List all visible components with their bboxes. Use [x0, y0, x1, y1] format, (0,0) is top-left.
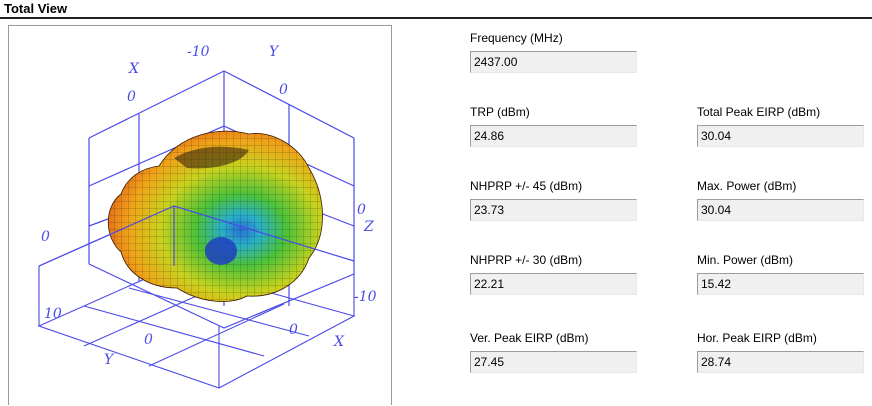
tick-right-0: 0	[357, 202, 366, 218]
hor-peak-eirp-label: Hor. Peak EIRP (dBm)	[697, 331, 817, 345]
max-power-label: Max. Power (dBm)	[697, 179, 797, 193]
tick-bottom-right-10: -10	[354, 289, 377, 305]
frequency-value[interactable]: 2437.00	[470, 51, 637, 73]
tick-bottom-center-0: 0	[144, 332, 153, 348]
trp-group: TRP (dBm) 24.86	[470, 104, 637, 147]
min-power-label: Min. Power (dBm)	[697, 253, 794, 267]
axis-box-front	[38, 205, 355, 267]
hor-peak-eirp-group: Hor. Peak EIRP (dBm) 28.74	[697, 330, 864, 373]
tick-left-0: 0	[41, 229, 50, 245]
nhprp45-label: NHPRP +/- 45 (dBm)	[470, 179, 583, 193]
axis-label-x-top: X	[128, 61, 140, 77]
floor-grid	[37, 205, 356, 389]
axis-label-y-bottom: Y	[104, 352, 115, 368]
min-power-value[interactable]: 15.42	[697, 273, 864, 295]
pattern-3d-plot[interactable]: X Y Z X Y -10 0 0 0 0 10 0 0 -10	[8, 25, 392, 405]
nhprp30-value[interactable]: 22.21	[470, 273, 637, 295]
radiation-surface	[107, 130, 323, 302]
hor-peak-eirp-value[interactable]: 28.74	[697, 351, 864, 373]
axis-label-y-top: Y	[269, 44, 280, 60]
nhprp45-group: NHPRP +/- 45 (dBm) 23.73	[470, 178, 637, 221]
tick-top-left-0: 0	[127, 89, 136, 105]
ver-peak-eirp-group: Ver. Peak EIRP (dBm) 27.45	[470, 330, 637, 373]
tick-bottom-left-10: 10	[44, 306, 62, 322]
panel-title: Total View	[4, 1, 68, 16]
trp-value[interactable]: 24.86	[470, 125, 637, 147]
nhprp30-label: NHPRP +/- 30 (dBm)	[470, 253, 583, 267]
axis-label-z: Z	[363, 219, 374, 235]
min-power-group: Min. Power (dBm) 15.42	[697, 252, 864, 295]
total-peak-eirp-label: Total Peak EIRP (dBm)	[697, 105, 821, 119]
tick-top-center: -10	[187, 44, 210, 60]
total-peak-eirp-value[interactable]: 30.04	[697, 125, 864, 147]
max-power-group: Max. Power (dBm) 30.04	[697, 178, 864, 221]
frequency-label: Frequency (MHz)	[470, 31, 563, 45]
axis-label-x-bottom: X	[333, 334, 345, 350]
divider	[0, 17, 872, 19]
ver-peak-eirp-label: Ver. Peak EIRP (dBm)	[470, 331, 589, 345]
total-peak-eirp-group: Total Peak EIRP (dBm) 30.04	[697, 104, 864, 147]
nhprp30-group: NHPRP +/- 30 (dBm) 22.21	[470, 252, 637, 295]
tick-top-right-0: 0	[279, 82, 288, 98]
tick-bottom-right-0: 0	[289, 322, 298, 338]
max-power-value[interactable]: 30.04	[697, 199, 864, 221]
frequency-group: Frequency (MHz) 2437.00	[470, 30, 637, 73]
pattern-3d-svg: X Y Z X Y -10 0 0 0 0 10 0 0 -10	[37, 44, 377, 389]
nhprp45-value[interactable]: 23.73	[470, 199, 637, 221]
ver-peak-eirp-value[interactable]: 27.45	[470, 351, 637, 373]
trp-label: TRP (dBm)	[470, 105, 530, 119]
